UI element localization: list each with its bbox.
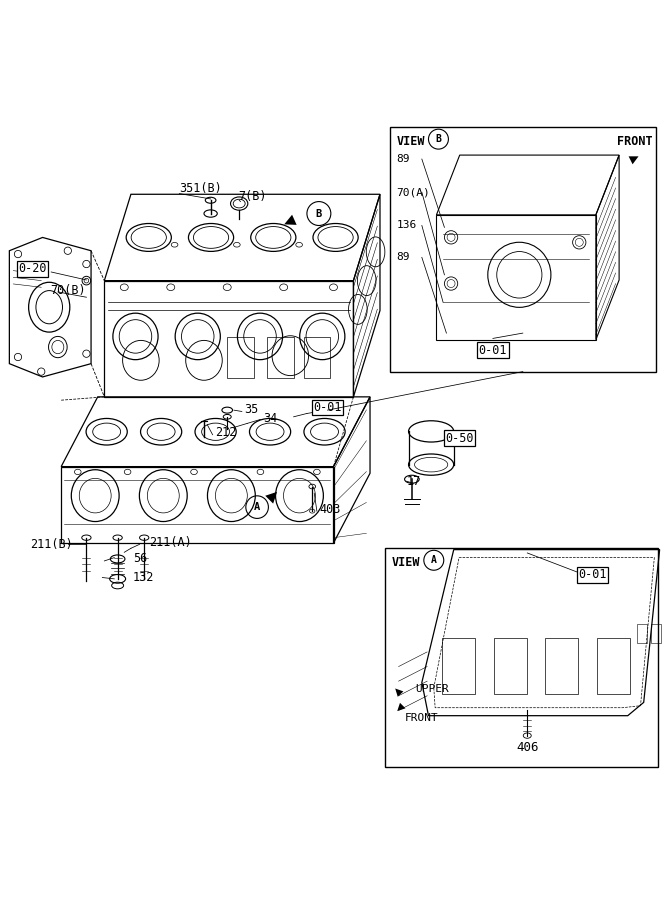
Text: A: A	[431, 555, 437, 565]
Text: 34: 34	[263, 411, 277, 425]
Bar	[303, 338, 330, 378]
Bar	[227, 338, 253, 378]
Text: A: A	[254, 502, 260, 512]
Bar	[637, 624, 647, 643]
Text: 0-20: 0-20	[19, 262, 47, 275]
Text: 212: 212	[215, 427, 237, 439]
Text: FRONT: FRONT	[617, 135, 652, 148]
Text: 70(B): 70(B)	[50, 284, 85, 297]
Bar	[386, 548, 658, 768]
Text: 0-50: 0-50	[446, 431, 474, 445]
Text: 211(A): 211(A)	[149, 536, 191, 550]
Text: 351(B): 351(B)	[179, 183, 222, 195]
Bar	[596, 638, 630, 695]
Text: UPPER: UPPER	[415, 684, 449, 694]
Bar	[545, 638, 578, 695]
Text: 17: 17	[407, 474, 421, 488]
Text: 0-01: 0-01	[479, 344, 507, 357]
Text: 35: 35	[244, 403, 258, 416]
Bar	[267, 338, 293, 378]
Bar	[650, 624, 660, 643]
Text: 406: 406	[516, 741, 538, 754]
Bar	[442, 638, 476, 695]
Text: FRONT: FRONT	[406, 713, 439, 723]
Text: 211(B): 211(B)	[30, 538, 73, 551]
Text: 56: 56	[133, 553, 147, 565]
Bar	[494, 638, 527, 695]
Text: B: B	[436, 134, 442, 144]
Text: 89: 89	[397, 252, 410, 263]
Text: 0-01: 0-01	[578, 569, 607, 581]
Text: 89: 89	[397, 154, 410, 164]
Text: 70(A): 70(A)	[397, 187, 430, 197]
Text: B: B	[315, 209, 322, 219]
Text: 403: 403	[319, 503, 340, 517]
Text: 136: 136	[397, 220, 417, 230]
Text: 132: 132	[133, 571, 154, 584]
Text: 0-01: 0-01	[313, 401, 342, 414]
Text: VIEW: VIEW	[397, 135, 425, 148]
Text: 7(B): 7(B)	[239, 190, 267, 203]
Bar	[390, 127, 656, 372]
Text: VIEW: VIEW	[392, 556, 420, 570]
